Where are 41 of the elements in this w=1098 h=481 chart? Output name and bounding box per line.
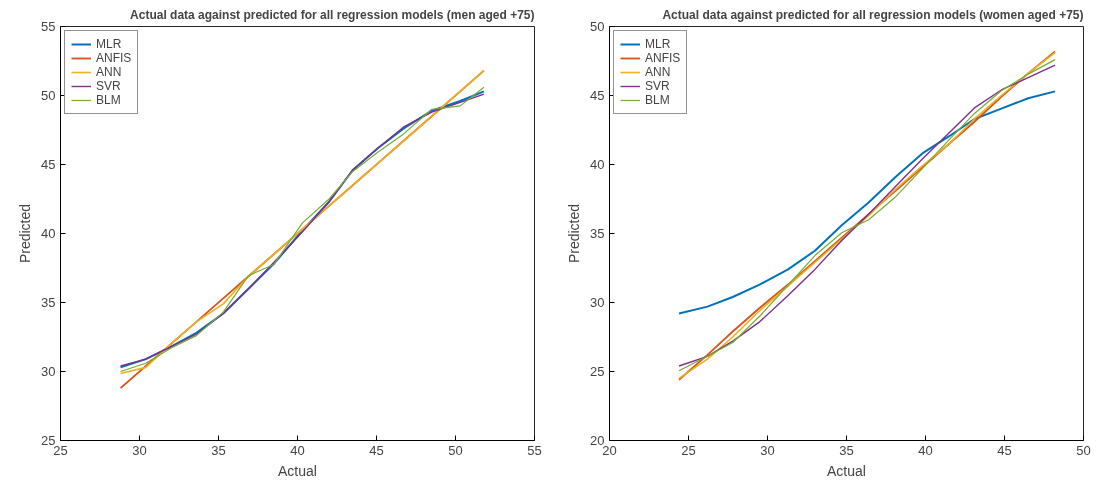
legend-label: ANFIS (645, 51, 681, 65)
x-tick-label: 40 (918, 442, 933, 458)
legend-label: ANN (645, 65, 671, 79)
legend-label: ANN (96, 65, 122, 79)
y-tick-label: 50 (41, 88, 56, 103)
y-tick-label: 45 (41, 157, 56, 172)
y-tick-label: 35 (590, 226, 605, 241)
y-tick-label: 45 (590, 88, 605, 103)
x-tick-label: 50 (1076, 442, 1091, 458)
x-tick-label: 25 (681, 442, 696, 458)
y-tick-label: 50 (590, 19, 605, 34)
x-tick-label: 35 (839, 442, 854, 458)
x-tick-label: 55 (527, 442, 542, 458)
y-tick-label: 30 (41, 364, 56, 379)
y-tick-label: 25 (590, 364, 605, 379)
x-tick-label: 30 (132, 442, 147, 458)
y-tick-label: 55 (41, 19, 56, 34)
x-tick-label: 30 (760, 442, 775, 458)
y-axis-title: Predicted (566, 203, 583, 264)
legend-label: ANFIS (96, 51, 132, 65)
legend-label: BLM (96, 93, 121, 107)
x-tick-label: 50 (448, 442, 463, 458)
y-tick-label: 30 (590, 295, 605, 310)
chart-title: Actual data against predicted for all regression models (women aged +75) (662, 7, 1084, 22)
legend-label: MLR (96, 37, 122, 51)
legend-label: BLM (645, 93, 670, 107)
x-tick-label: 45 (997, 442, 1012, 458)
y-tick-label: 40 (41, 226, 56, 241)
y-tick-label: 40 (590, 157, 605, 172)
x-axis-title: Actual (278, 462, 317, 479)
legend-label: MLR (645, 37, 671, 51)
x-tick-label: 45 (369, 442, 384, 458)
x-tick-label: 40 (290, 442, 305, 458)
legend-label: SVR (96, 79, 121, 93)
x-axis-title: Actual (827, 462, 866, 479)
y-tick-label: 35 (41, 295, 56, 310)
line-series (678, 90, 1057, 315)
x-tick-label: 35 (211, 442, 226, 458)
chart-title: Actual data against predicted for all regression models (men aged +75) (130, 7, 535, 22)
legend-label: SVR (645, 79, 670, 93)
y-axis-title: Predicted (17, 203, 34, 264)
